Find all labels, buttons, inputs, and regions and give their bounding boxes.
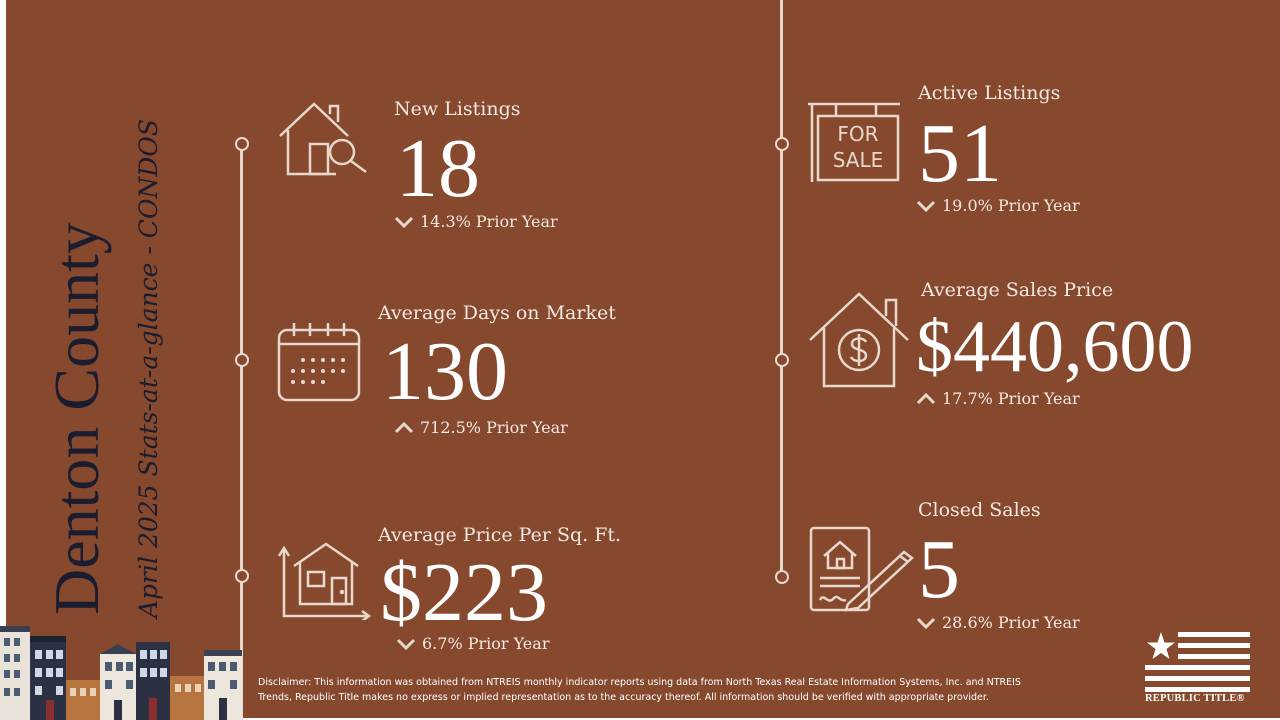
closed-sales-value: 5 [918,523,960,616]
contract-signature-icon [809,526,914,612]
timeline-dot [235,569,249,583]
avg-sales-price-change: 17.7% Prior Year [916,389,1080,408]
price-sqft-label: Average Price Per Sq. Ft. [378,524,622,546]
house-dollar-icon [809,292,909,388]
change-text: 6.7% Prior Year [422,634,550,653]
disclaimer-text: Disclaimer: This information was obtaine… [258,677,1021,703]
chevron-down-icon [916,617,936,629]
timeline-dot [775,137,789,151]
logo-text: REPUBLIC TITLE® [1145,693,1245,704]
sign-line1: FOR [837,122,878,146]
price-sqft-value: $223 [380,546,548,639]
price-sqft-change: 6.7% Prior Year [396,634,549,653]
chevron-down-icon [916,200,936,212]
townhouses-illustration [0,626,242,720]
timeline-dot [235,137,249,151]
county-title: Denton County [41,222,112,615]
chevron-up-icon [394,421,414,433]
active-listings-value: 51 [918,107,1002,200]
new-listings-value: 18 [396,122,480,215]
avg-sales-price-label: Average Sales Price [921,279,1114,301]
avg-sales-price-value: $440,600 [916,306,1194,388]
report-subtitle: April 2025 Stats-at-a-glance - CONDOS [134,119,163,618]
active-listings-label: Active Listings [918,82,1061,104]
timeline-dot [235,353,249,367]
for-sale-sign-icon: FOR SALE [808,102,900,182]
change-text: 19.0% Prior Year [942,196,1080,215]
avg-days-label: Average Days on Market [378,302,616,324]
republic-title-logo [1145,632,1250,692]
closed-sales-label: Closed Sales [918,499,1041,521]
new-listings-change: 14.3% Prior Year [394,212,558,231]
change-text: 14.3% Prior Year [420,212,558,231]
change-text: 17.7% Prior Year [942,389,1080,408]
change-text: 28.6% Prior Year [942,613,1080,632]
avg-days-value: 130 [382,325,508,418]
avg-days-change: 712.5% Prior Year [394,418,568,437]
left-timeline [240,140,243,720]
chevron-down-icon [396,638,416,650]
change-text: 712.5% Prior Year [420,418,568,437]
house-chart-icon [277,542,372,620]
chevron-up-icon [916,392,936,404]
new-listings-label: New Listings [394,98,521,120]
chevron-down-icon [394,216,414,228]
timeline-dot [775,570,789,584]
house-search-icon [279,102,367,176]
calendar-icon [277,323,361,402]
sign-line2: SALE [833,148,884,172]
infographic-panel [6,0,1280,718]
closed-sales-change: 28.6% Prior Year [916,613,1080,632]
active-listings-change: 19.0% Prior Year [916,196,1080,215]
timeline-dot [775,353,789,367]
right-timeline [780,0,783,580]
